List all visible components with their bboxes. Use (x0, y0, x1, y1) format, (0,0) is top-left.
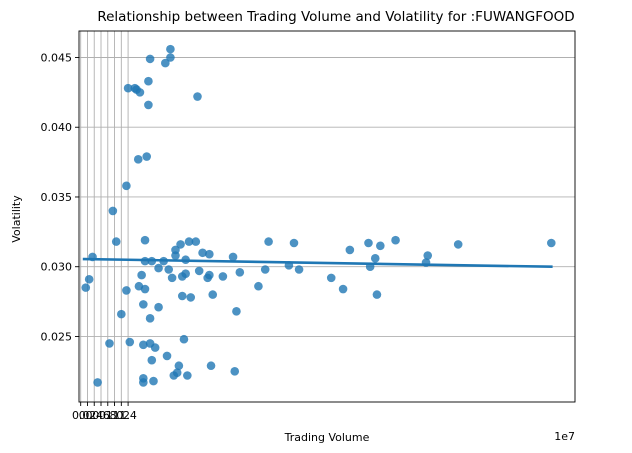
data-point (154, 302, 163, 312)
data-point (289, 238, 299, 248)
data-point (345, 245, 355, 255)
x-tick-label: 0.2 (79, 409, 97, 422)
data-point (161, 58, 170, 68)
chart-title: Relationship between Trading Volume and … (97, 9, 574, 25)
data-point (193, 92, 202, 101)
data-point (139, 340, 148, 350)
x-tick-label: 0.0 (72, 409, 90, 422)
data-point (177, 291, 187, 301)
data-point (123, 83, 133, 93)
y-axis-label: Volatility (10, 195, 23, 243)
data-point (218, 272, 228, 281)
data-point (208, 290, 218, 299)
data-point (154, 263, 163, 273)
data-point (162, 351, 172, 361)
data-point (171, 245, 180, 255)
data-point (205, 270, 214, 280)
data-point (205, 249, 214, 259)
data-point (228, 252, 238, 262)
data-point (108, 206, 118, 216)
data-point (423, 251, 433, 260)
data-point (140, 284, 150, 294)
y-axis-ticks: 0.025 0.030 0.035 0.040 0.045 (41, 52, 79, 343)
data-point (122, 181, 131, 191)
data-point (235, 267, 245, 277)
data-point (294, 265, 304, 274)
data-point (142, 152, 152, 161)
data-point (145, 314, 155, 323)
data-point (150, 343, 160, 352)
data-point (122, 286, 131, 295)
data-point (326, 273, 336, 283)
data-point (135, 88, 145, 97)
data-point (184, 237, 194, 246)
data-point (176, 240, 185, 249)
x-tick-label: 1.4 (119, 409, 137, 422)
trend-line-group (82, 257, 553, 269)
data-point (232, 307, 241, 316)
data-point (164, 265, 174, 274)
data-point (149, 376, 158, 386)
y-tick-label: 0.035 (41, 191, 73, 204)
data-point (147, 355, 157, 365)
data-point (230, 367, 240, 376)
data-point (145, 54, 155, 64)
data-point (172, 368, 182, 378)
data-point (137, 270, 146, 280)
x-tick-label: 0.8 (99, 409, 117, 422)
y-tick-label: 0.045 (41, 52, 73, 65)
data-point (117, 309, 126, 319)
data-point (198, 248, 207, 258)
data-point (183, 371, 192, 380)
data-point (139, 378, 148, 387)
y-tick-label: 0.040 (41, 121, 73, 134)
data-point (84, 274, 94, 284)
data-point (453, 240, 463, 249)
data-point (133, 155, 143, 164)
plot-frame (78, 30, 576, 403)
data-point (81, 283, 91, 292)
data-point (254, 281, 263, 291)
x-axis-ticks: 0.00.20.40.60.81.01.21.4 (72, 402, 137, 422)
data-point (139, 300, 148, 309)
y-tick-label: 0.030 (41, 261, 73, 274)
x-axis-label: Trading Volume (284, 431, 370, 444)
y-tick-label: 0.025 (41, 330, 73, 343)
x-axis-offset-label: 1e7 (554, 430, 575, 443)
data-point (376, 241, 385, 251)
data-point (264, 237, 273, 246)
data-point (144, 100, 153, 110)
data-point (111, 237, 121, 246)
data-point (179, 334, 189, 344)
data-point (181, 269, 190, 278)
data-point (338, 284, 348, 294)
data-point (391, 235, 400, 245)
data-point (166, 44, 175, 54)
data-points (81, 44, 556, 387)
x-tick-label: 1.0 (106, 409, 124, 422)
data-point (93, 378, 102, 387)
data-point (364, 238, 373, 248)
data-point (174, 361, 184, 371)
x-tick-label: 0.6 (92, 409, 110, 422)
data-point (191, 237, 201, 246)
data-point (206, 361, 216, 371)
data-point (167, 273, 177, 283)
data-point (547, 238, 556, 248)
x-tick-label: 0.4 (85, 409, 103, 422)
x-tick-label: 1.2 (113, 409, 131, 422)
trend-line (82, 257, 553, 269)
data-point (166, 53, 175, 62)
data-point (140, 235, 150, 245)
data-point (372, 290, 382, 299)
data-point (186, 293, 196, 302)
data-point (194, 266, 204, 276)
data-point (370, 254, 380, 263)
data-point (260, 265, 270, 274)
data-point (144, 76, 153, 86)
data-point (105, 339, 114, 348)
data-point (125, 337, 135, 347)
